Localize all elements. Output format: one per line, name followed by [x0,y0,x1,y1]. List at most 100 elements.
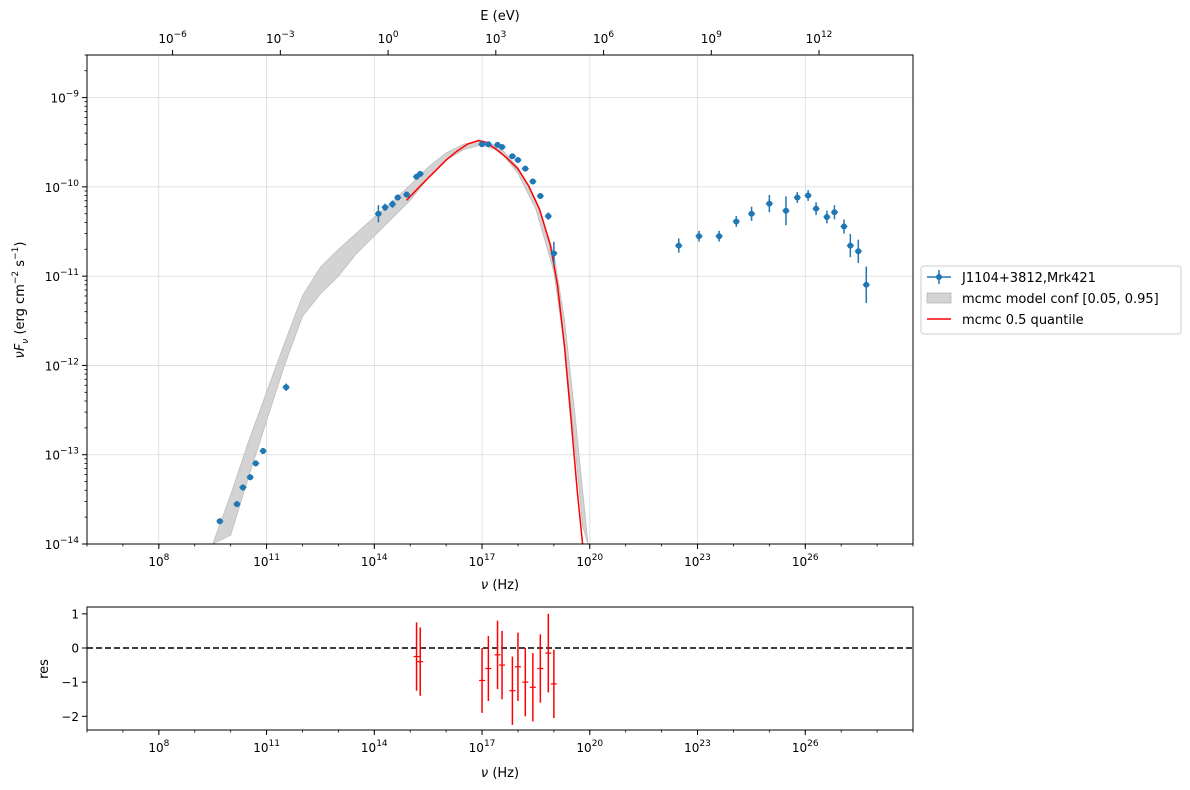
data-point [846,233,854,258]
residual-point [485,636,492,701]
main-x-ticks: 108 1011 1014 1017 1020 1023 1026 [86,544,914,569]
residual-point [494,620,501,689]
residual-plot-frame [86,606,914,731]
data-point [862,266,870,304]
res-x-tick-label: 1020 [576,739,603,755]
data-point [521,165,529,172]
data-point [812,202,820,216]
data-point [416,170,424,177]
main-y-ticks: 10−9 10−10 10−11 10−12 10−13 10−14 [45,54,87,552]
res-x-tick-label: 1011 [253,739,280,755]
data-point [830,205,838,220]
top-tick-label: 10−6 [158,30,187,46]
model-curve [406,139,584,545]
x-tick-label: 1026 [792,553,819,569]
residual-point [550,649,557,719]
data-point [388,200,396,208]
data-point [394,194,402,201]
y-tick-label: 10−13 [45,447,79,463]
res-y-tick-label: −1 [61,676,79,690]
data-point [675,238,683,253]
residual-point [522,648,529,717]
legend: J1104+3812,Mrk421 mcmc model conf [0.05,… [920,265,1182,335]
data-point [748,206,756,221]
residual-y-axis-label: res [37,659,52,679]
data-point [239,484,247,491]
legend-label-band: mcmc model conf [0.05, 0.95] [962,292,1159,307]
x-tick-label: 1023 [684,553,711,569]
main-y-axis-label: νFν (erg cm−2 s−1) [11,242,31,359]
data-point [216,518,224,525]
x-tick-label: 1011 [253,553,280,569]
data-point [282,383,290,391]
data-point [782,196,790,226]
top-tick-label: 10−3 [266,30,295,46]
y-tick-label: 10−12 [45,357,79,373]
data-point [765,194,773,213]
residual-point [509,656,516,725]
res-x-tick-label: 1017 [469,739,496,755]
legend-marker-data [927,270,951,284]
data-point [508,153,516,160]
data-point [840,219,848,234]
data-point [246,474,254,481]
residual-x-axis-label: ν (Hz) [481,766,519,781]
residual-plot-area [87,607,913,730]
residual-point [537,634,544,703]
residual-point [545,613,552,693]
data-point [536,193,544,200]
residual-point [499,630,506,700]
data-point [259,448,267,455]
data-point [484,141,492,148]
main-plot-area [87,55,913,544]
data-point [550,241,558,266]
residual-y-ticks: 1 0 −1 −2 [61,607,87,724]
data-point [715,230,723,242]
res-y-tick-label: 1 [71,607,79,621]
residual-point [479,648,486,713]
x-tick-label: 108 [148,553,169,569]
data-points [216,141,870,525]
x-tick-label: 1017 [469,553,496,569]
data-point [793,192,801,203]
res-x-tick-label: 1014 [361,739,388,755]
residual-point [417,627,424,696]
model-line [406,139,584,545]
res-y-tick-label: 0 [71,642,79,656]
data-point [514,157,522,164]
data-point [804,190,812,201]
legend-marker-band [926,292,952,304]
y-tick-label: 10−10 [45,179,80,195]
main-panel: 108 1011 1014 1017 1020 1023 1026 10−9 10−10 10−… [11,9,914,593]
legend-frame [920,265,1182,335]
top-tick-label: 100 [378,30,399,46]
data-point [529,178,537,185]
data-point [233,501,241,508]
legend-label-model: mcmc 0.5 quantile [962,313,1084,328]
residual-point [413,622,420,691]
top-tick-label: 109 [701,30,722,46]
main-grid [87,55,913,544]
top-axis-ticks: 10−6 10−3 100 103 106 109 1012 [158,30,832,55]
legend-label-data: J1104+3812,Mrk421 [961,271,1096,286]
y-tick-label: 10−9 [50,90,79,106]
top-axis-label: E (eV) [480,9,519,24]
data-point [374,205,382,223]
data-point [732,216,740,227]
top-tick-label: 103 [485,30,506,46]
data-point [403,191,411,198]
data-point [381,203,389,212]
residual-point [514,632,521,701]
x-tick-label: 1020 [576,553,603,569]
x-tick-label: 1014 [361,553,388,569]
data-point [854,239,862,263]
data-point [695,230,703,242]
res-x-tick-label: 108 [148,739,169,755]
res-y-tick-label: −2 [61,710,79,724]
y-tick-label: 10−14 [45,536,80,552]
data-point [478,141,486,148]
data-point [252,460,260,467]
data-point [544,212,552,220]
residual-x-ticks: 108 1011 1014 1017 1020 1023 1026 [86,730,914,755]
